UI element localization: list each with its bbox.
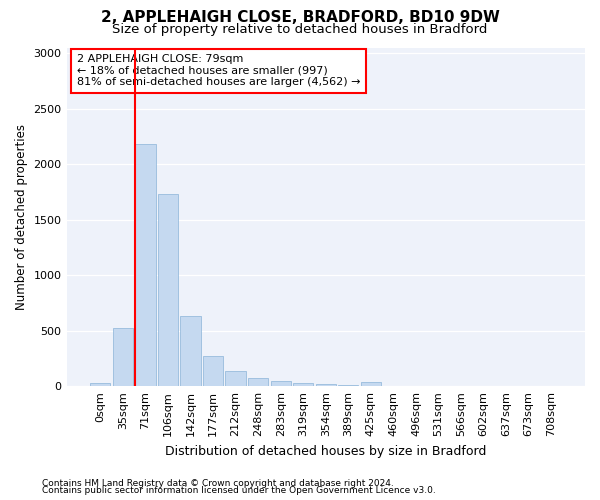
Bar	[293, 383, 313, 386]
Text: Contains public sector information licensed under the Open Government Licence v3: Contains public sector information licen…	[42, 486, 436, 495]
Text: Size of property relative to detached houses in Bradford: Size of property relative to detached ho…	[112, 22, 488, 36]
Bar	[158, 194, 178, 386]
Bar	[226, 370, 246, 386]
Bar	[248, 378, 268, 386]
Text: 2 APPLEHAIGH CLOSE: 79sqm
← 18% of detached houses are smaller (997)
81% of semi: 2 APPLEHAIGH CLOSE: 79sqm ← 18% of detac…	[77, 54, 361, 88]
X-axis label: Distribution of detached houses by size in Bradford: Distribution of detached houses by size …	[165, 444, 487, 458]
Bar	[135, 144, 155, 386]
Bar	[271, 381, 291, 386]
Bar	[90, 384, 110, 386]
Bar	[181, 316, 200, 386]
Y-axis label: Number of detached properties: Number of detached properties	[15, 124, 28, 310]
Bar	[316, 384, 336, 386]
Bar	[113, 328, 133, 386]
Text: 2, APPLEHAIGH CLOSE, BRADFORD, BD10 9DW: 2, APPLEHAIGH CLOSE, BRADFORD, BD10 9DW	[101, 10, 499, 25]
Text: Contains HM Land Registry data © Crown copyright and database right 2024.: Contains HM Land Registry data © Crown c…	[42, 478, 394, 488]
Bar	[361, 382, 381, 386]
Bar	[203, 356, 223, 386]
Bar	[338, 384, 358, 386]
